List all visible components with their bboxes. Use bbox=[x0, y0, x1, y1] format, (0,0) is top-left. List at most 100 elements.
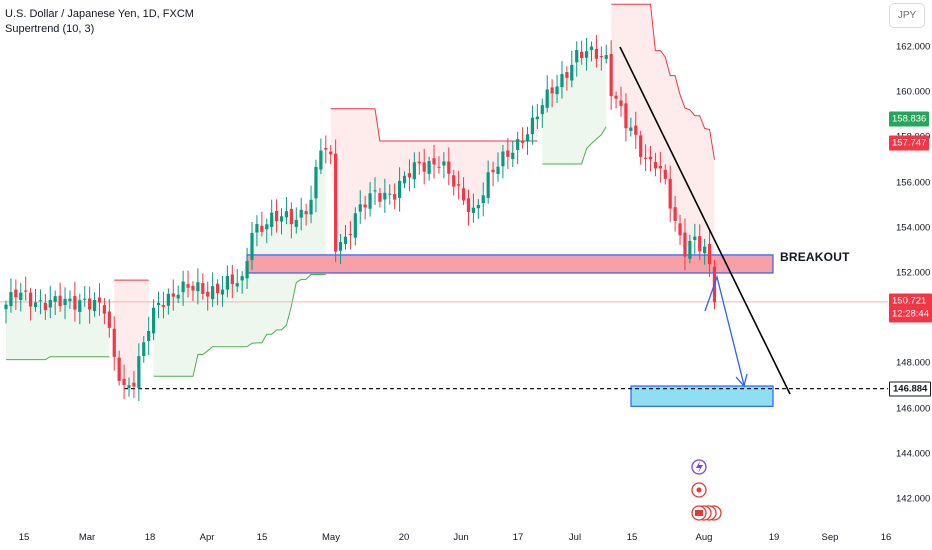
candle-body-48 bbox=[240, 276, 244, 281]
candle-body-100 bbox=[496, 166, 500, 174]
candle-body-55 bbox=[275, 210, 279, 222]
candle-body-16 bbox=[83, 298, 87, 300]
candle-body-120 bbox=[594, 48, 598, 59]
candle-body-142 bbox=[703, 246, 707, 254]
candle-body-36 bbox=[181, 281, 185, 293]
candle-body-60 bbox=[299, 209, 303, 218]
candle-body-131 bbox=[648, 156, 653, 160]
breakout-zone bbox=[246, 254, 774, 274]
candle-body-71 bbox=[353, 213, 357, 238]
candle-body-121 bbox=[599, 56, 603, 58]
current-price-badge: 150.721 12:28:44 bbox=[889, 293, 932, 323]
candle-body-42 bbox=[211, 286, 215, 300]
candle-body-27 bbox=[137, 356, 141, 389]
candle-body-122 bbox=[604, 55, 608, 59]
price-axis-label: 156.000 bbox=[896, 177, 931, 189]
supertrend-up-badge: 158.836 bbox=[889, 111, 930, 126]
candle-body-0 bbox=[4, 304, 8, 310]
candle-body-47 bbox=[235, 283, 239, 287]
time-axis-label: Aug bbox=[695, 532, 713, 543]
candle-body-49 bbox=[245, 261, 249, 279]
candle-body-86 bbox=[427, 161, 431, 174]
currency-button[interactable]: JPY bbox=[889, 3, 925, 28]
supertrend-line-0 bbox=[6, 356, 110, 361]
candle-body-65 bbox=[324, 147, 328, 150]
candle-body-89 bbox=[442, 161, 446, 166]
time-axis-label: 18 bbox=[144, 532, 156, 543]
candle-body-93 bbox=[461, 188, 466, 201]
candle-body-61 bbox=[304, 211, 308, 215]
candle-body-72 bbox=[358, 204, 362, 212]
price-axis-label: 142.000 bbox=[896, 493, 931, 505]
candle-body-6 bbox=[33, 302, 38, 308]
symbol-title[interactable]: U.S. Dollar / Japanese Yen, 1D, FXCM bbox=[5, 8, 194, 20]
candle-body-101 bbox=[501, 151, 505, 167]
trendline bbox=[619, 46, 791, 395]
candle-body-21 bbox=[107, 311, 111, 328]
candle-body-74 bbox=[368, 193, 372, 209]
candle-body-41 bbox=[206, 291, 210, 297]
supertrend-fill-4 bbox=[542, 46, 607, 164]
candle-body-15 bbox=[78, 300, 82, 312]
chart-legend: U.S. Dollar / Japanese Yen, 1D, FXCM Sup… bbox=[5, 7, 194, 37]
candle-body-109 bbox=[540, 105, 544, 115]
candle-body-73 bbox=[363, 204, 367, 208]
candle-body-108 bbox=[535, 116, 539, 120]
candle-body-113 bbox=[560, 74, 564, 88]
supertrend-fill-5 bbox=[611, 4, 715, 303]
candle-body-99 bbox=[491, 169, 495, 173]
candle-body-70 bbox=[348, 234, 352, 236]
candle-body-115 bbox=[570, 64, 574, 81]
candle-body-133 bbox=[658, 165, 662, 169]
candle-body-126 bbox=[624, 103, 628, 129]
candle-body-38 bbox=[191, 285, 195, 291]
time-axis-label: May bbox=[322, 532, 340, 543]
supertrend-line-4 bbox=[542, 126, 607, 165]
time-axis-label: 17 bbox=[512, 532, 524, 543]
candle-body-69 bbox=[343, 236, 348, 244]
candle-body-52 bbox=[260, 225, 264, 232]
candle-body-114 bbox=[565, 72, 569, 78]
time-axis-label: 15 bbox=[626, 532, 638, 543]
candle-body-40 bbox=[201, 283, 205, 294]
supertrend-fill-3 bbox=[330, 108, 538, 252]
candle-body-128 bbox=[634, 125, 638, 135]
time-axis-label: Mar bbox=[78, 532, 96, 543]
candle-body-64 bbox=[319, 150, 323, 170]
candle-body-9 bbox=[48, 299, 52, 308]
time-axis-label: Apr bbox=[199, 532, 215, 543]
candle-body-5 bbox=[29, 292, 33, 307]
candle-body-39 bbox=[196, 282, 200, 292]
candle-body-78 bbox=[388, 193, 392, 195]
candle-body-56 bbox=[279, 216, 284, 222]
candle-body-136 bbox=[673, 207, 677, 221]
candle-body-24 bbox=[122, 378, 126, 386]
indicator-title[interactable]: Supertrend (10, 3) bbox=[5, 23, 95, 35]
candle-body-90 bbox=[447, 161, 451, 174]
candle-body-35 bbox=[176, 294, 180, 299]
record-dot-icon bbox=[696, 487, 702, 493]
candle-body-7 bbox=[38, 300, 43, 302]
candle-body-14 bbox=[73, 295, 77, 310]
candle-body-31 bbox=[156, 302, 161, 306]
target-zone bbox=[630, 385, 774, 407]
candle-body-94 bbox=[466, 198, 471, 212]
candle-body-141 bbox=[698, 236, 702, 252]
candle-body-43 bbox=[215, 283, 220, 294]
candle-body-68 bbox=[338, 241, 343, 251]
candle-body-97 bbox=[481, 195, 485, 204]
time-axis-label: Jul bbox=[568, 532, 582, 543]
candle-body-82 bbox=[407, 173, 412, 178]
candle-body-105 bbox=[521, 141, 525, 143]
candle-body-58 bbox=[289, 208, 293, 225]
candle-body-17 bbox=[88, 298, 92, 310]
candle-body-12 bbox=[63, 298, 67, 305]
flag-glyph-icon bbox=[695, 510, 703, 516]
candle-body-135 bbox=[668, 178, 672, 209]
candle-body-83 bbox=[412, 162, 416, 180]
candle-body-137 bbox=[678, 223, 682, 236]
time-axis-label: 15 bbox=[256, 532, 268, 543]
candle-body-112 bbox=[555, 86, 559, 95]
